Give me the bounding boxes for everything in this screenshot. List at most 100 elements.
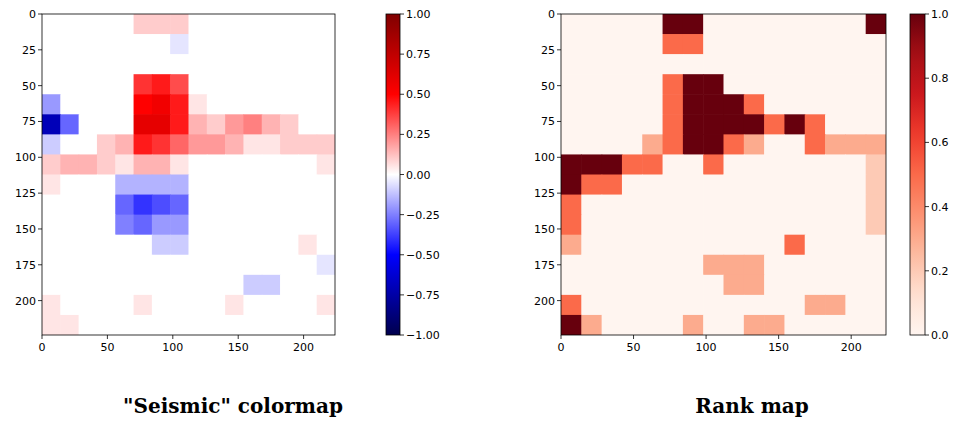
- y-tick: [38, 49, 42, 50]
- heatmap-cell: [744, 195, 765, 216]
- heatmap-cell: [298, 154, 317, 175]
- heatmap-cell: [724, 114, 745, 135]
- heatmap-cell: [581, 315, 602, 335]
- heatmap-cell: [805, 215, 826, 236]
- y-tick: [38, 121, 42, 122]
- heatmap-cell: [60, 235, 79, 256]
- heatmap-cell: [280, 14, 299, 35]
- heatmap-cell: [60, 74, 79, 95]
- x-tick-label: 100: [162, 341, 183, 354]
- heatmap-cell: [79, 134, 98, 155]
- heatmap-cell: [642, 255, 663, 276]
- heatmap-cell: [845, 54, 866, 75]
- heatmap-cell: [189, 255, 208, 276]
- y-tick-label: 150: [15, 223, 36, 236]
- heatmap-cell: [642, 195, 663, 216]
- heatmap-cell: [764, 74, 785, 95]
- heatmap-cell: [115, 154, 134, 175]
- heatmap-cell: [317, 134, 335, 155]
- heatmap-cell: [170, 134, 189, 155]
- heatmap-cell: [60, 154, 79, 175]
- heatmap-cell: [317, 315, 335, 335]
- heatmap-cell: [42, 114, 61, 135]
- heatmap-cell: [243, 195, 262, 216]
- heatmap-cell: [663, 175, 684, 196]
- heatmap-cell: [225, 114, 244, 135]
- y-tick: [38, 85, 42, 86]
- heatmap-cell: [97, 195, 116, 216]
- y-tick: [38, 193, 42, 194]
- heatmap-cell: [79, 114, 98, 135]
- colorbar-tick-label: 0.00: [406, 169, 431, 182]
- heatmap-cell: [189, 34, 208, 55]
- heatmap-cell: [784, 235, 805, 256]
- heatmap-cell: [764, 215, 785, 236]
- heatmap-cell: [744, 235, 765, 256]
- heatmap-cell: [152, 94, 171, 115]
- heatmap-cell: [703, 34, 724, 55]
- heatmap-cell: [784, 34, 805, 55]
- heatmap-cell: [581, 14, 602, 35]
- heatmap-cell: [262, 134, 281, 155]
- heatmap-cell: [764, 275, 785, 296]
- colorbar-tick-label: −1.00: [406, 329, 440, 342]
- heatmap-cell: [866, 14, 886, 35]
- heatmap-cell: [703, 275, 724, 296]
- heatmap-cell: [825, 154, 846, 175]
- heatmap-cell: [663, 315, 684, 335]
- colorbar-tick-label: 1.0: [931, 8, 949, 21]
- heatmap-cell: [152, 154, 171, 175]
- heatmap-cell: [42, 175, 61, 196]
- heatmap-cell: [744, 154, 765, 175]
- heatmap-cell: [724, 315, 745, 335]
- heatmap-cell: [60, 215, 79, 236]
- heatmap-cell: [805, 134, 826, 155]
- heatmap-cell: [825, 175, 846, 196]
- heatmap-cell: [189, 275, 208, 296]
- colorbar-tick: [400, 294, 404, 295]
- heatmap-cell: [805, 54, 826, 75]
- heatmap-cell: [134, 315, 153, 335]
- heatmap-cell: [298, 315, 317, 335]
- heatmap-cell: [683, 235, 704, 256]
- heatmap-cell: [581, 195, 602, 216]
- heatmap-cell: [683, 154, 704, 175]
- heatmap-cell: [134, 215, 153, 236]
- heatmap-cell: [243, 215, 262, 236]
- heatmap-cell: [724, 295, 745, 316]
- heatmap-cell: [642, 315, 663, 335]
- heatmap-cell: [97, 235, 116, 256]
- x-tick: [172, 335, 173, 339]
- heatmap-cell: [805, 315, 826, 335]
- heatmap-cell: [561, 215, 582, 236]
- heatmap-cell: [602, 195, 623, 216]
- heatmap-cell: [262, 114, 281, 135]
- heatmap-cell: [243, 94, 262, 115]
- y-tick-label: 200: [15, 295, 36, 308]
- heatmap-cell: [225, 14, 244, 35]
- heatmap-cell: [170, 74, 189, 95]
- heatmap-cell: [683, 195, 704, 216]
- heatmap-cell: [581, 94, 602, 115]
- heatmap-cell: [581, 74, 602, 95]
- heatmap-cell: [298, 275, 317, 296]
- heatmap-cell: [243, 54, 262, 75]
- heatmap-cell: [622, 154, 643, 175]
- y-tick: [557, 14, 561, 15]
- heatmap-cell: [764, 134, 785, 155]
- heatmap-cell: [189, 215, 208, 236]
- heatmap-cell: [317, 215, 335, 236]
- heatmap-cell: [60, 54, 79, 75]
- heatmap-cell: [724, 175, 745, 196]
- heatmap-cell: [134, 114, 153, 135]
- heatmap-cell: [79, 154, 98, 175]
- heatmap-cell: [298, 255, 317, 276]
- heatmap-cell: [561, 94, 582, 115]
- heatmap-cell: [622, 255, 643, 276]
- heatmap-cell: [744, 94, 765, 115]
- heatmap-cell: [581, 215, 602, 236]
- heatmap-cell: [42, 255, 61, 276]
- x-tick-label: 100: [696, 341, 717, 354]
- heatmap-cell: [42, 215, 61, 236]
- heatmap-cell: [866, 94, 886, 115]
